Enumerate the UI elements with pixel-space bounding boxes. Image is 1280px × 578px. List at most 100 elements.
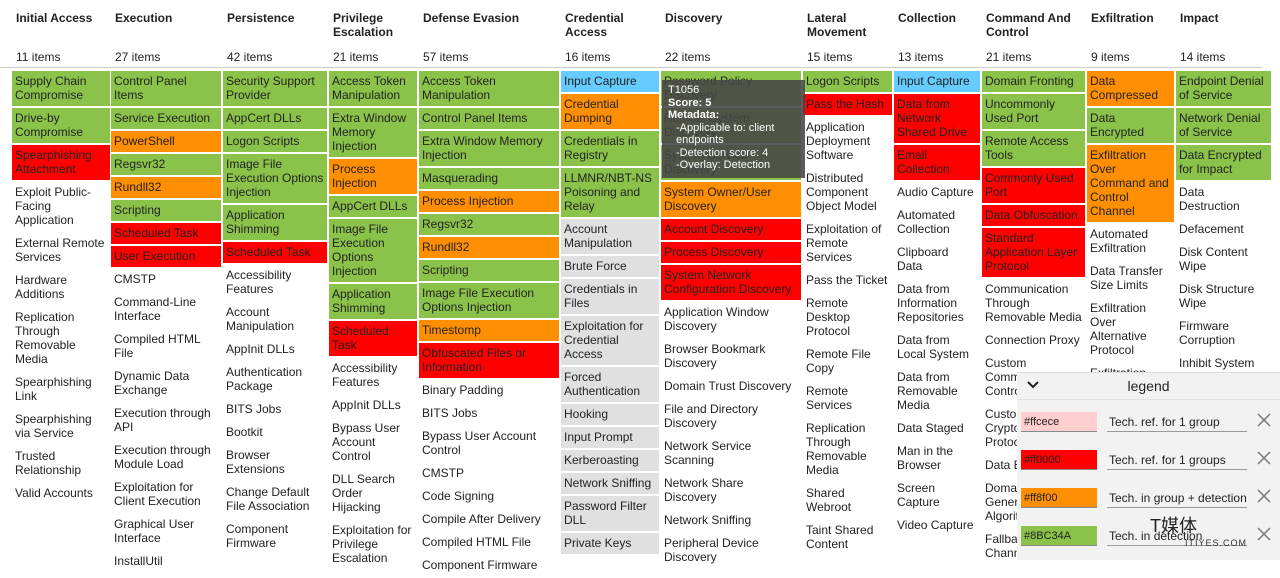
technique-cell[interactable]: AppInit DLLs — [226, 342, 295, 356]
technique-cell[interactable]: Rundll32 — [111, 177, 221, 198]
technique-cell[interactable]: Exploitation of Remote Services — [806, 222, 882, 264]
remove-button[interactable] — [1257, 451, 1271, 468]
technique-cell[interactable]: Binary Padding — [422, 383, 504, 397]
technique-cell[interactable]: Audio Capture — [897, 185, 974, 199]
technique-cell[interactable]: Data Transfer Size Limits — [1090, 264, 1163, 292]
technique-cell[interactable]: Regsvr32 — [111, 154, 221, 175]
technique-cell[interactable]: Drive-by Compromise — [12, 108, 110, 143]
legend-header[interactable]: legend — [1017, 373, 1280, 400]
technique-cell[interactable]: Credential Dumping — [561, 94, 659, 129]
technique-cell[interactable]: Domain Trust Discovery — [664, 379, 792, 393]
technique-cell[interactable]: Input Prompt — [561, 427, 659, 448]
technique-cell[interactable]: Data Encrypted — [1087, 108, 1174, 143]
technique-cell[interactable]: CMSTP — [422, 466, 464, 480]
technique-cell[interactable]: Browser Bookmark Discovery — [664, 342, 766, 370]
technique-cell[interactable]: Peripheral Device Discovery — [664, 536, 759, 564]
close-icon[interactable] — [1257, 489, 1271, 503]
technique-cell[interactable]: Image File Execution Options Injection — [329, 219, 417, 282]
technique-cell[interactable]: Private Keys — [561, 533, 659, 554]
technique-cell[interactable]: File and Directory Discovery — [664, 402, 759, 430]
technique-cell[interactable]: Control Panel Items — [419, 108, 559, 129]
technique-cell[interactable]: Spearphishing via Service — [15, 412, 92, 440]
technique-cell[interactable]: Regsvr32 — [419, 214, 559, 235]
technique-cell[interactable]: Password Filter DLL — [561, 496, 659, 531]
technique-cell[interactable]: DLL Search Order Hijacking — [332, 472, 395, 514]
technique-cell[interactable]: Logon Scripts — [803, 71, 892, 92]
technique-cell[interactable]: Kerberoasting — [561, 450, 659, 471]
technique-cell[interactable]: Remote Services — [806, 384, 853, 412]
technique-cell[interactable]: Account Discovery — [661, 219, 801, 240]
technique-cell[interactable]: Access Token Manipulation — [329, 71, 417, 106]
technique-cell[interactable]: Exfiltration Over Command and Control Ch… — [1087, 145, 1174, 222]
chevron-icon[interactable] — [1027, 381, 1039, 389]
legend-color-input[interactable]: #ffcece — [1021, 412, 1097, 432]
technique-cell[interactable]: Defacement — [1179, 222, 1244, 236]
technique-cell[interactable]: Service Execution — [111, 108, 221, 129]
close-icon[interactable] — [1257, 527, 1271, 541]
technique-cell[interactable]: Compile After Delivery — [422, 512, 541, 526]
legend-color-input[interactable]: #ff8f00 — [1021, 488, 1097, 508]
technique-cell[interactable]: Rundll32 — [419, 237, 559, 258]
technique-cell[interactable]: Authentication Package — [226, 365, 303, 393]
close-icon[interactable] — [1257, 413, 1271, 427]
technique-cell[interactable]: Bootkit — [226, 425, 263, 439]
technique-cell[interactable]: Bypass User Account Control — [332, 421, 401, 463]
technique-cell[interactable]: Process Injection — [419, 191, 559, 212]
technique-cell[interactable]: Image File Execution Options Injection — [223, 154, 327, 203]
technique-cell[interactable]: Video Capture — [897, 518, 974, 532]
technique-cell[interactable]: Forced Authentication — [561, 367, 659, 402]
legend-color-input[interactable]: #ff0000 — [1021, 450, 1097, 470]
technique-cell[interactable]: Execution through Module Load — [114, 443, 211, 471]
technique-cell[interactable]: Commonly Used Port — [982, 168, 1085, 203]
technique-cell[interactable]: Connection Proxy — [985, 333, 1080, 347]
technique-cell[interactable]: AppInit DLLs — [332, 398, 401, 412]
technique-cell[interactable]: Screen Capture — [897, 481, 940, 509]
technique-cell[interactable]: Network Share Discovery — [664, 476, 744, 504]
technique-cell[interactable]: Scripting — [419, 260, 559, 281]
technique-cell[interactable]: Trusted Relationship — [15, 449, 82, 477]
technique-cell[interactable]: Man in the Browser — [897, 444, 954, 472]
technique-cell[interactable]: Data from Local System — [897, 333, 970, 361]
technique-cell[interactable]: Compiled HTML File — [114, 332, 201, 360]
technique-cell[interactable]: Remote Desktop Protocol — [806, 296, 851, 338]
technique-cell[interactable]: Network Sniffing — [561, 473, 659, 494]
technique-cell[interactable]: Spearphishing Attachment — [12, 145, 110, 180]
remove-button[interactable] — [1257, 413, 1271, 430]
technique-cell[interactable]: Credentials in Files — [561, 279, 659, 314]
technique-cell[interactable]: Dynamic Data Exchange — [114, 369, 190, 397]
technique-cell[interactable]: Scheduled Task — [111, 223, 221, 244]
technique-cell[interactable]: Account Manipulation — [226, 305, 295, 333]
technique-cell[interactable]: System Network Configuration Discovery — [661, 265, 801, 300]
technique-cell[interactable]: Distributed Component Object Model — [806, 171, 877, 213]
technique-cell[interactable]: Network Denial of Service — [1176, 108, 1271, 143]
technique-cell[interactable]: Automated Exfiltration — [1090, 227, 1149, 255]
technique-cell[interactable]: Data Obfuscation — [982, 205, 1085, 226]
technique-cell[interactable]: Execution through API — [114, 406, 211, 434]
technique-cell[interactable]: BITS Jobs — [422, 406, 478, 420]
technique-cell[interactable]: Code Signing — [422, 489, 495, 503]
technique-cell[interactable]: Application Deployment Software — [806, 120, 871, 162]
technique-cell[interactable]: Replication Through Removable Media — [806, 421, 867, 477]
technique-cell[interactable]: Accessibility Features — [332, 361, 398, 389]
technique-cell[interactable]: InstallUtil — [114, 554, 163, 568]
technique-cell[interactable]: Component Firmware — [422, 558, 538, 572]
remove-button[interactable] — [1257, 489, 1271, 506]
technique-cell[interactable]: Data Encrypted for Impact — [1176, 145, 1271, 180]
technique-cell[interactable]: AppCert DLLs — [223, 108, 327, 129]
technique-cell[interactable]: Hardware Additions — [15, 273, 68, 301]
technique-cell[interactable]: Data Destruction — [1179, 185, 1240, 213]
technique-cell[interactable]: System Owner/User Discovery — [661, 182, 801, 217]
technique-cell[interactable]: Pass the Ticket — [806, 273, 888, 287]
technique-cell[interactable]: Exploitation for Privilege Escalation — [332, 523, 412, 565]
technique-cell[interactable]: User Execution — [111, 246, 221, 267]
technique-cell[interactable]: Account Manipulation — [561, 219, 659, 254]
technique-cell[interactable]: Standard Application Layer Protocol — [982, 228, 1085, 277]
technique-cell[interactable]: Endpoint Denial of Service — [1176, 71, 1271, 106]
technique-cell[interactable]: Disk Content Wipe — [1179, 245, 1248, 273]
technique-cell[interactable]: Extra Window Memory Injection — [419, 131, 559, 166]
technique-cell[interactable]: Clipboard Data — [897, 245, 949, 273]
technique-cell[interactable]: Security Support Provider — [223, 71, 327, 106]
technique-cell[interactable]: Change Default File Association — [226, 485, 310, 513]
legend-label-input[interactable]: Tech. in detection — [1107, 526, 1247, 546]
legend-label-input[interactable]: Tech. ref. for 1 groups — [1107, 450, 1247, 470]
